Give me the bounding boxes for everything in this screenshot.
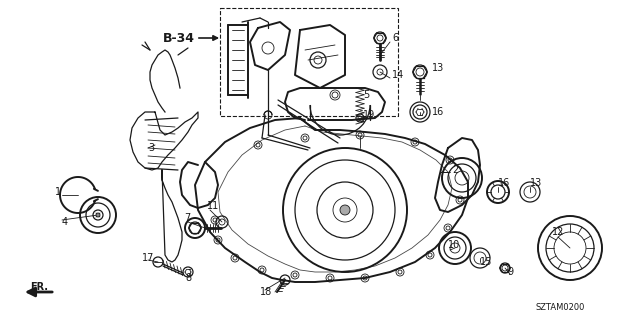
Text: 10: 10 (448, 240, 460, 250)
Text: 5: 5 (363, 90, 369, 100)
Text: 14: 14 (392, 70, 404, 80)
Text: B-34: B-34 (163, 31, 195, 44)
Text: 8: 8 (185, 273, 191, 283)
Text: 15: 15 (480, 257, 492, 267)
Text: 4: 4 (62, 217, 68, 227)
Text: 3: 3 (148, 143, 154, 153)
Text: 17: 17 (142, 253, 154, 263)
Text: 11: 11 (207, 201, 220, 211)
Text: 6: 6 (392, 33, 398, 43)
Text: 12: 12 (552, 227, 564, 237)
Text: 9: 9 (507, 267, 513, 277)
Text: 13: 13 (432, 63, 444, 73)
Text: 1: 1 (55, 187, 61, 197)
Text: 2: 2 (452, 165, 458, 175)
Text: 7: 7 (184, 213, 190, 223)
Text: 19: 19 (363, 110, 375, 120)
Circle shape (340, 205, 350, 215)
Text: 16: 16 (498, 178, 510, 188)
Text: 18: 18 (260, 287, 272, 297)
Text: 13: 13 (530, 178, 542, 188)
Circle shape (96, 213, 100, 217)
Bar (220, 8, 398, 116)
Text: 16: 16 (432, 107, 444, 117)
Text: SZTAM0200: SZTAM0200 (535, 303, 584, 313)
Text: FR.: FR. (30, 282, 48, 292)
